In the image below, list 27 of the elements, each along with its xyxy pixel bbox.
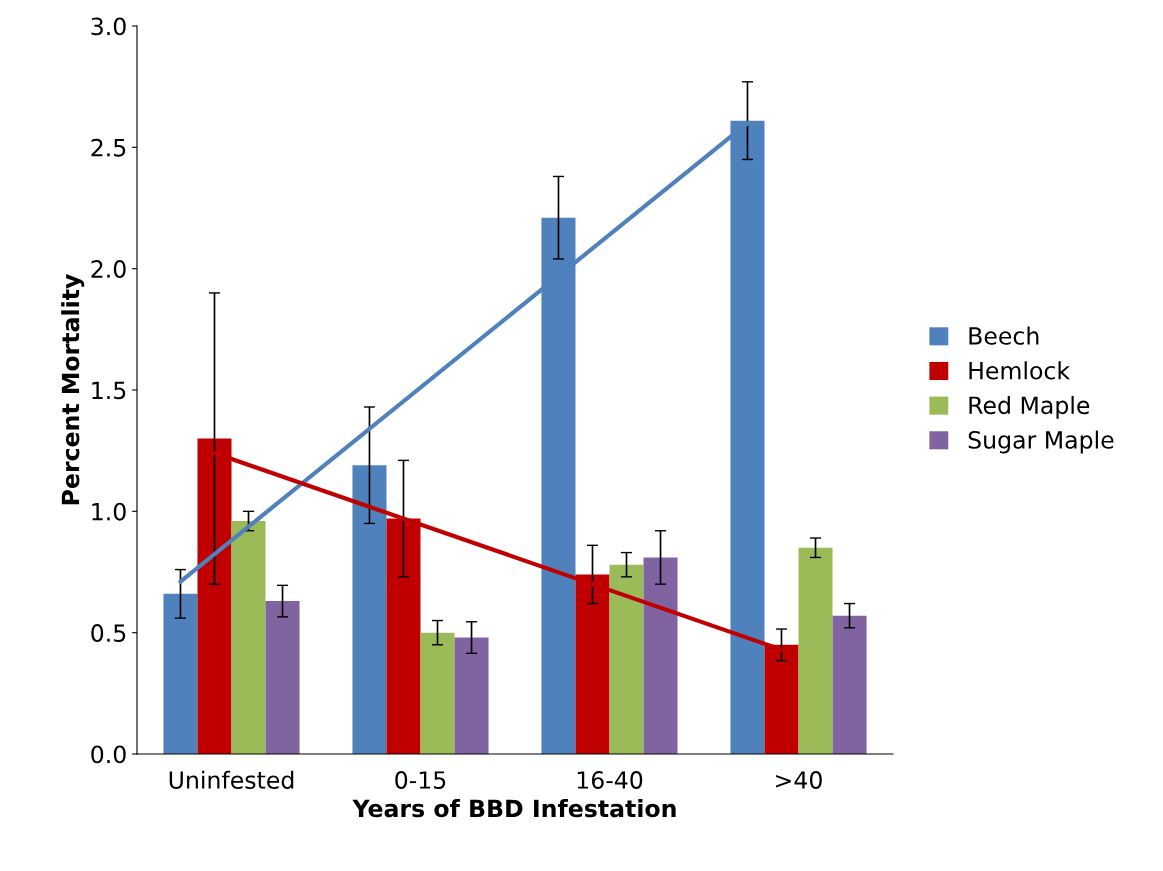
x-axis-title: Years of BBD Infestation [352, 799, 676, 818]
bar [265, 601, 300, 754]
y-tick-label: 2.0 [91, 260, 126, 278]
x-tick-label: >40 [776, 771, 822, 789]
bar [832, 615, 867, 754]
bar [163, 593, 198, 754]
bar [454, 637, 489, 754]
y-axis-title: Percent Mortality [61, 274, 85, 505]
bar [798, 547, 833, 754]
legend-label: Beech [969, 326, 1039, 345]
bar [609, 564, 644, 754]
legend-label: Hemlock [969, 361, 1071, 380]
x-tick-label: 16-40 [577, 771, 643, 789]
x-tick-label: 0-15 [395, 771, 446, 789]
legend-label: Red Maple [969, 395, 1090, 419]
x-tick-label: Uninfested [169, 770, 294, 789]
y-tick-label: 1.0 [92, 502, 126, 521]
y-tick-label: 0.0 [91, 745, 126, 764]
y-tick-label: 2.5 [91, 138, 126, 157]
y-tick-label: 1.5 [92, 381, 126, 400]
bar [231, 521, 266, 754]
bar [643, 557, 678, 754]
legend-label: Sugar Maple [968, 430, 1114, 454]
bar [420, 632, 455, 754]
y-tick-label: 0.5 [91, 624, 126, 642]
y-tick-label: 3.0 [91, 17, 126, 36]
bar [352, 465, 387, 754]
